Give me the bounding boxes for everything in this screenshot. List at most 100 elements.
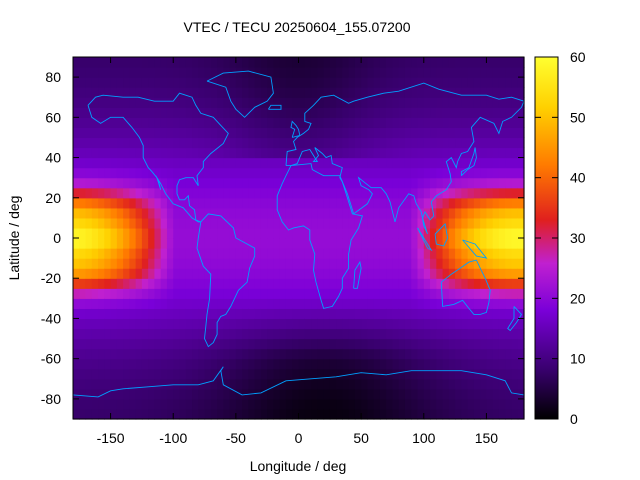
heatmap-cell (98, 318, 105, 330)
heatmap-cell (135, 378, 143, 390)
heatmap-cell (329, 238, 337, 249)
heatmap-cell (505, 97, 513, 108)
heatmap-cell (229, 238, 237, 249)
heatmap-cell (423, 177, 431, 189)
heatmap-cell (480, 318, 488, 330)
heatmap-cell (298, 368, 306, 380)
heatmap-cell (505, 298, 513, 309)
heatmap-cell (473, 197, 481, 209)
heatmap-cell (373, 107, 381, 118)
heatmap-cell (367, 227, 375, 239)
heatmap-cell (141, 97, 149, 108)
heatmap-cell (329, 77, 337, 88)
heatmap-cell (398, 308, 406, 320)
heatmap-cell (160, 368, 168, 380)
heatmap-cell (430, 288, 437, 299)
heatmap-cell (173, 87, 181, 98)
heatmap-cell (217, 258, 224, 269)
heatmap-cell (311, 368, 318, 380)
heatmap-cell (98, 388, 105, 400)
heatmap-cell (285, 338, 293, 350)
heatmap-cell (292, 217, 300, 229)
heatmap-cell (104, 77, 112, 88)
heatmap-cell (223, 278, 231, 289)
heatmap-cell (348, 258, 356, 269)
heatmap-cell (442, 328, 450, 340)
heatmap-cell (154, 328, 162, 340)
heatmap-cell (98, 107, 105, 118)
y-tick-label: -60 (41, 351, 61, 367)
heatmap-cell (110, 117, 118, 128)
heatmap-cell (473, 318, 481, 330)
heatmap-cell (317, 127, 325, 139)
heatmap-cell (160, 107, 168, 118)
heatmap-cell (267, 408, 275, 420)
heatmap-cell (411, 197, 419, 209)
heatmap-cell (104, 217, 112, 229)
heatmap-cell (492, 77, 500, 88)
heatmap-cell (480, 288, 488, 299)
heatmap-cell (455, 57, 462, 68)
heatmap-cell (367, 57, 375, 68)
heatmap-cell (198, 137, 206, 149)
heatmap-cell (104, 408, 112, 420)
heatmap-cell (273, 177, 281, 189)
heatmap-cell (379, 147, 387, 159)
heatmap-cell (511, 268, 519, 279)
heatmap-cell (85, 97, 93, 108)
heatmap-cell (129, 157, 137, 169)
heatmap-cell (179, 107, 187, 118)
heatmap-cell (267, 177, 275, 189)
heatmap-cell (179, 398, 187, 410)
heatmap-cell (192, 348, 199, 360)
heatmap-cell (304, 157, 312, 169)
heatmap-cell (285, 97, 293, 108)
heatmap-cell (323, 127, 331, 139)
heatmap-cell (404, 328, 412, 340)
heatmap-cell (292, 157, 300, 169)
heatmap-cell (204, 248, 212, 259)
heatmap-cell (404, 157, 412, 169)
heatmap-cell (505, 308, 513, 320)
heatmap-cell (304, 57, 312, 68)
heatmap-cell (85, 77, 93, 88)
coastline-segment (507, 306, 523, 332)
heatmap-cell (254, 318, 262, 330)
heatmap-cell (480, 127, 488, 139)
coastline-segment (434, 222, 449, 247)
heatmap-cell (323, 157, 331, 169)
heatmap-cell (110, 278, 118, 289)
heatmap-cell (173, 258, 181, 269)
heatmap-cell (73, 258, 80, 269)
heatmap-cell (285, 238, 293, 249)
heatmap-cell (73, 338, 80, 350)
heatmap-cell (285, 328, 293, 340)
heatmap-cell (279, 328, 287, 340)
heatmap-cell (455, 187, 462, 199)
heatmap-cell (436, 217, 444, 229)
heatmap-cell (210, 187, 218, 199)
heatmap-cell (417, 147, 425, 159)
heatmap-cell (411, 408, 419, 420)
heatmap-cell (98, 278, 105, 289)
heatmap-cell (317, 408, 325, 420)
heatmap-cell (85, 227, 93, 239)
heatmap-cell (354, 117, 362, 128)
heatmap-cell (430, 107, 437, 118)
heatmap-cell (417, 177, 425, 189)
heatmap-cell (423, 348, 431, 360)
heatmap-cell (367, 338, 375, 350)
heatmap-cell (260, 388, 268, 400)
heatmap-cell (110, 197, 118, 209)
heatmap-cell (192, 268, 199, 279)
heatmap-cell (85, 348, 93, 360)
heatmap-cell (192, 308, 199, 320)
heatmap-cell (348, 127, 356, 139)
heatmap-cell (354, 207, 362, 219)
heatmap-cell (285, 408, 293, 420)
heatmap-cell (423, 388, 431, 400)
heatmap-cell (123, 268, 130, 279)
heatmap-cell (304, 298, 312, 309)
heatmap-cell (480, 157, 488, 169)
heatmap-cell (348, 398, 356, 410)
